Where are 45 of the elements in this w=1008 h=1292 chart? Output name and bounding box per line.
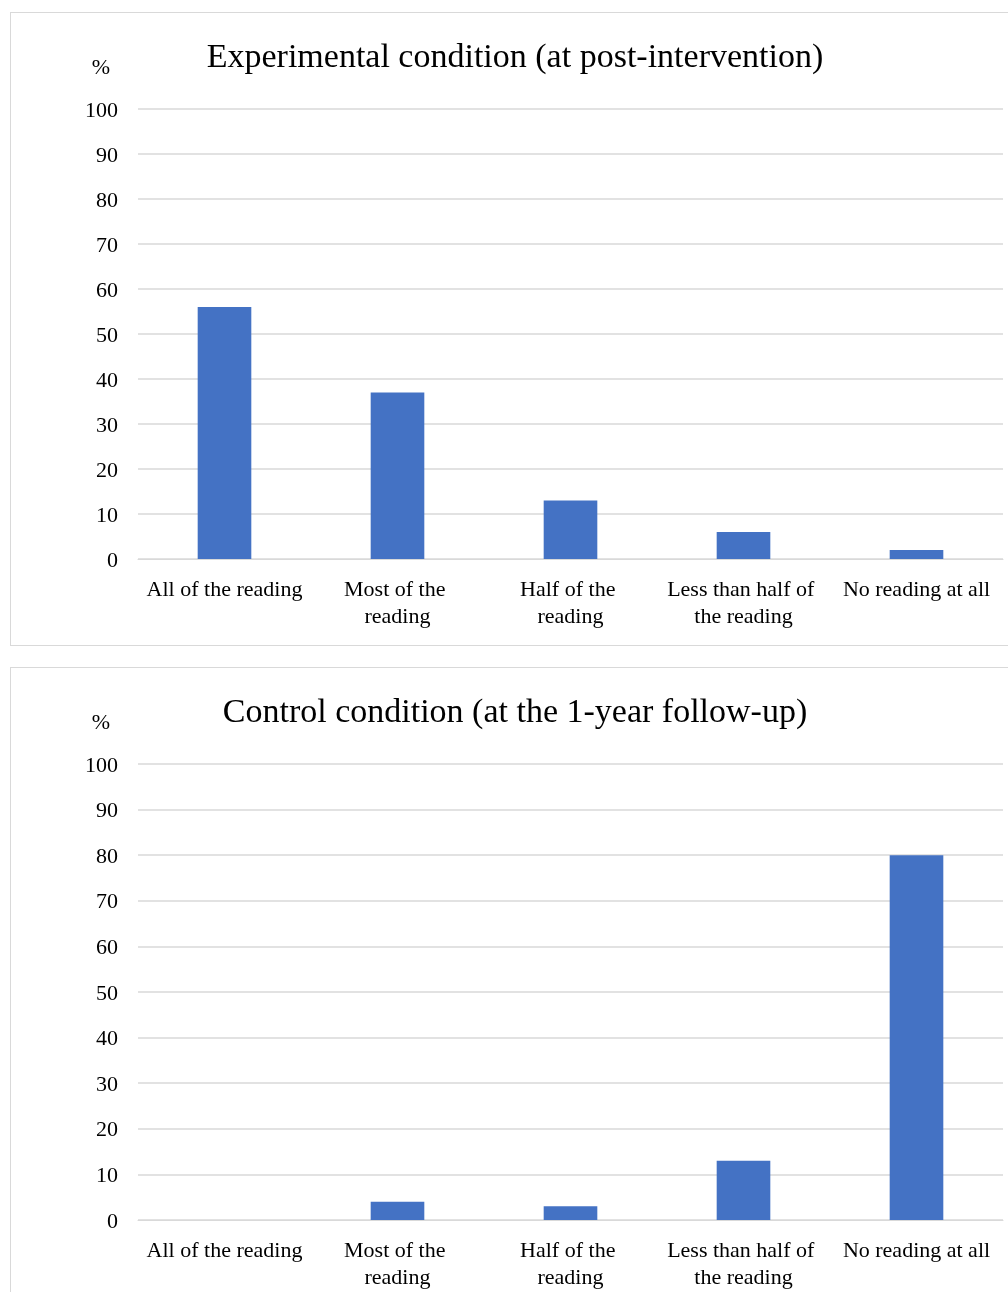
y-tick-label: 80	[96, 842, 118, 868]
bar	[716, 532, 771, 559]
chart-title: Experimental condition (at post-intervention)	[206, 36, 824, 75]
y-tick-label: 40	[96, 1025, 118, 1051]
y-tick-label: 70	[96, 231, 118, 257]
y-tick-label: 50	[96, 321, 118, 347]
y-tick-label: 30	[96, 411, 118, 437]
y-tick-label: 100	[85, 751, 118, 777]
y-tick-label: 100	[85, 96, 118, 122]
bar	[370, 392, 425, 559]
y-tick-label: 60	[96, 276, 118, 302]
bar	[543, 500, 598, 559]
bar	[889, 855, 944, 1220]
chart-title: Control condition (at the 1-year follow-up)	[222, 691, 808, 730]
y-axis-title: %	[91, 708, 110, 734]
y-tick-label: 0	[107, 546, 118, 572]
y-axis-title: %	[91, 53, 110, 79]
y-tick-label: 20	[96, 456, 118, 482]
bar	[543, 1206, 598, 1220]
x-tick-label: Most of the reading	[344, 1237, 451, 1289]
x-tick-label: Less than half of the reading	[667, 576, 820, 628]
x-tick-label: Less than half of the reading	[667, 1237, 820, 1289]
y-tick-label: 80	[96, 186, 118, 212]
bar	[889, 550, 944, 559]
y-tick-label: 90	[96, 797, 118, 823]
y-tick-label: 10	[96, 1161, 118, 1187]
x-tick-label: No reading at all	[842, 576, 991, 601]
y-tick-label: 30	[96, 1070, 118, 1096]
bar	[370, 1201, 425, 1220]
y-tick-label: 60	[96, 933, 118, 959]
x-tick-label: Most of the reading	[344, 576, 451, 628]
y-tick-label: 50	[96, 979, 118, 1005]
y-tick-label: 70	[96, 888, 118, 914]
x-tick-label: All of the reading	[146, 576, 303, 601]
x-tick-label: Half of the reading	[520, 576, 621, 628]
x-tick-label: Half of the reading	[520, 1237, 621, 1289]
bar	[197, 307, 252, 559]
y-tick-label: 0	[107, 1207, 118, 1233]
y-tick-label: 40	[96, 366, 118, 392]
y-tick-label: 20	[96, 1116, 118, 1142]
bar	[716, 1160, 771, 1220]
x-tick-label: All of the reading	[146, 1237, 303, 1262]
y-tick-label: 10	[96, 501, 118, 527]
y-tick-label: 90	[96, 141, 118, 167]
x-tick-label: No reading at all	[842, 1237, 991, 1262]
